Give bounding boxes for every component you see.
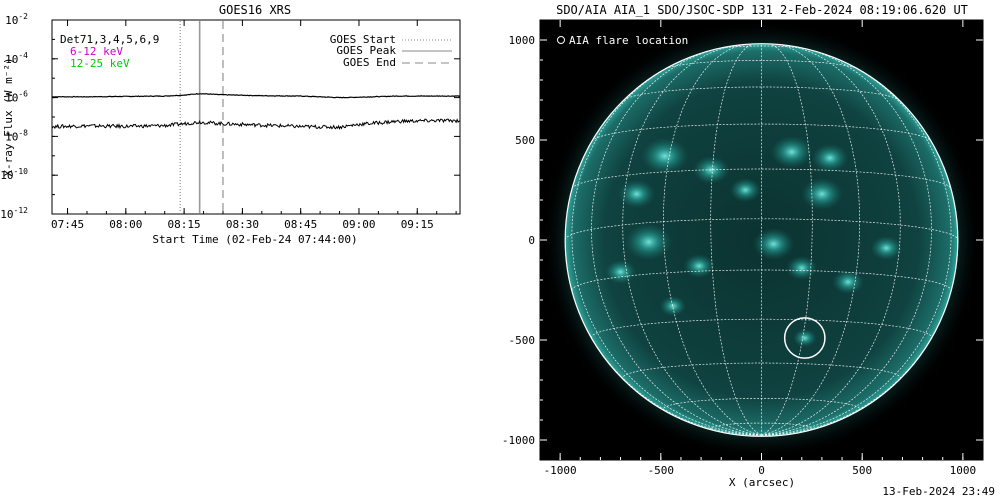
active-region-14 <box>604 259 637 285</box>
active-region-9 <box>752 227 795 261</box>
active-region-12 <box>870 235 903 261</box>
legend-series-6-12: 6-12 keV <box>70 45 123 58</box>
active-region-11 <box>832 269 864 295</box>
goes-series-line-1 <box>51 118 461 130</box>
goes-series-line-0 <box>52 93 461 99</box>
goes-ytick-label-3: 10-8 <box>5 128 28 143</box>
goes-xtick-label-3: 08:30 <box>226 218 259 231</box>
grid-meridian <box>710 43 762 436</box>
grid-meridian <box>571 59 762 436</box>
active-region-5 <box>800 177 843 211</box>
active-region-8 <box>683 253 715 279</box>
grid-meridian <box>761 59 952 436</box>
grid-meridian <box>761 43 813 436</box>
grid-parallel <box>571 269 952 291</box>
grid-parallel <box>591 318 932 339</box>
active-region-7 <box>625 223 673 261</box>
legend-goes-start: GOES Start <box>330 33 396 46</box>
goes-ytick-label-1: 10-4 <box>5 51 28 66</box>
goes-axes: 07:45 08:00 08:15 08:30 08:45 09:00 09:15 10-2 1… <box>0 12 460 231</box>
aia-plot-title: SDO/AIA AIA_1 SDO/JSOC-SDP 131 2-Feb-202… <box>556 3 968 17</box>
aia-ytick-label-4: -1000 <box>502 434 535 447</box>
aia-xtick-label-2: 0 <box>758 464 765 477</box>
grid-parallel <box>571 168 952 189</box>
flare-legend-label: AIA flare location <box>569 34 688 47</box>
aia-ytick-label-2: 0 <box>528 234 535 247</box>
flare-location-circle <box>783 317 826 359</box>
goes-xtick-label-6: 09:15 <box>401 218 434 231</box>
goes-xtick-label-2: 08:15 <box>168 218 201 231</box>
active-region-6 <box>618 179 655 209</box>
active-region-3 <box>811 143 849 173</box>
goes-ytick-label-5: 10-12 <box>0 206 28 221</box>
footer-timestamp: 13-Feb-2024 23:49 <box>882 485 995 498</box>
grid-meridian <box>622 44 762 436</box>
heliographic-grid <box>564 43 959 436</box>
detectors-label: Det71,3,4,5,6,9 <box>60 33 159 46</box>
goes-series <box>51 93 461 130</box>
aia-xtick-label-0: -1000 <box>544 464 577 477</box>
grid-parallel <box>564 218 959 241</box>
goes-xtick-label-4: 08:45 <box>284 218 317 231</box>
goes-ytick-label-2: 10-6 <box>5 90 28 105</box>
goes-ytick-label-4: 10-10 <box>0 167 28 182</box>
sun-limb <box>564 43 959 437</box>
grid-parallel <box>623 86 900 101</box>
flare-legend-icon <box>557 36 565 44</box>
goes-xtick-label-0: 07:45 <box>51 218 84 231</box>
active-region-13 <box>793 328 817 348</box>
aia-xlabel: X (arcsec) <box>729 476 795 489</box>
legend-goes-peak: GOES Peak <box>336 44 396 57</box>
aia-xtick-label-1: -500 <box>648 464 675 477</box>
aia-ytick-label-3: -500 <box>509 334 536 347</box>
grid-parallel <box>710 422 813 430</box>
active-regions <box>604 135 903 348</box>
grid-parallel <box>665 60 858 70</box>
aia-ytick-label-1: 500 <box>515 134 535 147</box>
aia-ytick-label-0: 1000 <box>509 34 536 47</box>
legend-series-12-25: 12-25 keV <box>70 57 130 70</box>
grid-meridian <box>761 47 932 436</box>
goes-ytick-label-0: 10-2 <box>5 12 28 27</box>
active-region-1 <box>692 155 730 185</box>
active-region-2 <box>770 135 813 169</box>
grid-meridian <box>662 43 762 436</box>
grid-meridian <box>591 47 762 436</box>
aia-axes: -1000 -500 0 500 1000 1000 500 0 -500 -1000 <box>502 20 983 477</box>
grid-parallel <box>715 45 808 50</box>
goes-event-markers <box>179 21 224 213</box>
active-region-4 <box>729 177 762 203</box>
legend-goes-end: GOES End <box>343 56 396 69</box>
goes-ylabel: X-ray Flux (W m⁻²) <box>2 57 15 176</box>
goes-xrs-plot: GOES16 XRS 07:45 08:00 08:15 08:30 08:45 09:0… <box>0 3 461 246</box>
grid-parallel <box>622 362 901 380</box>
goes-xlabel: Start Time (02-Feb-24 07:44:00) <box>152 233 357 246</box>
goes-xtick-label-1: 08:00 <box>109 218 142 231</box>
aia-image-plot: SDO/AIA AIA_1 SDO/JSOC-SDP 131 2-Feb-202… <box>502 3 984 489</box>
grid-parallel <box>662 398 861 412</box>
active-region-0 <box>641 137 689 175</box>
grid-parallel <box>591 123 932 142</box>
aia-xtick-label-3: 500 <box>852 464 872 477</box>
grid-meridian <box>761 43 861 436</box>
grid-meridian <box>761 44 901 436</box>
active-region-10 <box>786 255 818 281</box>
aia-xtick-label-4: 1000 <box>950 464 977 477</box>
goes-plot-title: GOES16 XRS <box>219 3 291 17</box>
goes-xtick-label-5: 09:00 <box>342 218 375 231</box>
active-region-15 <box>659 295 686 317</box>
